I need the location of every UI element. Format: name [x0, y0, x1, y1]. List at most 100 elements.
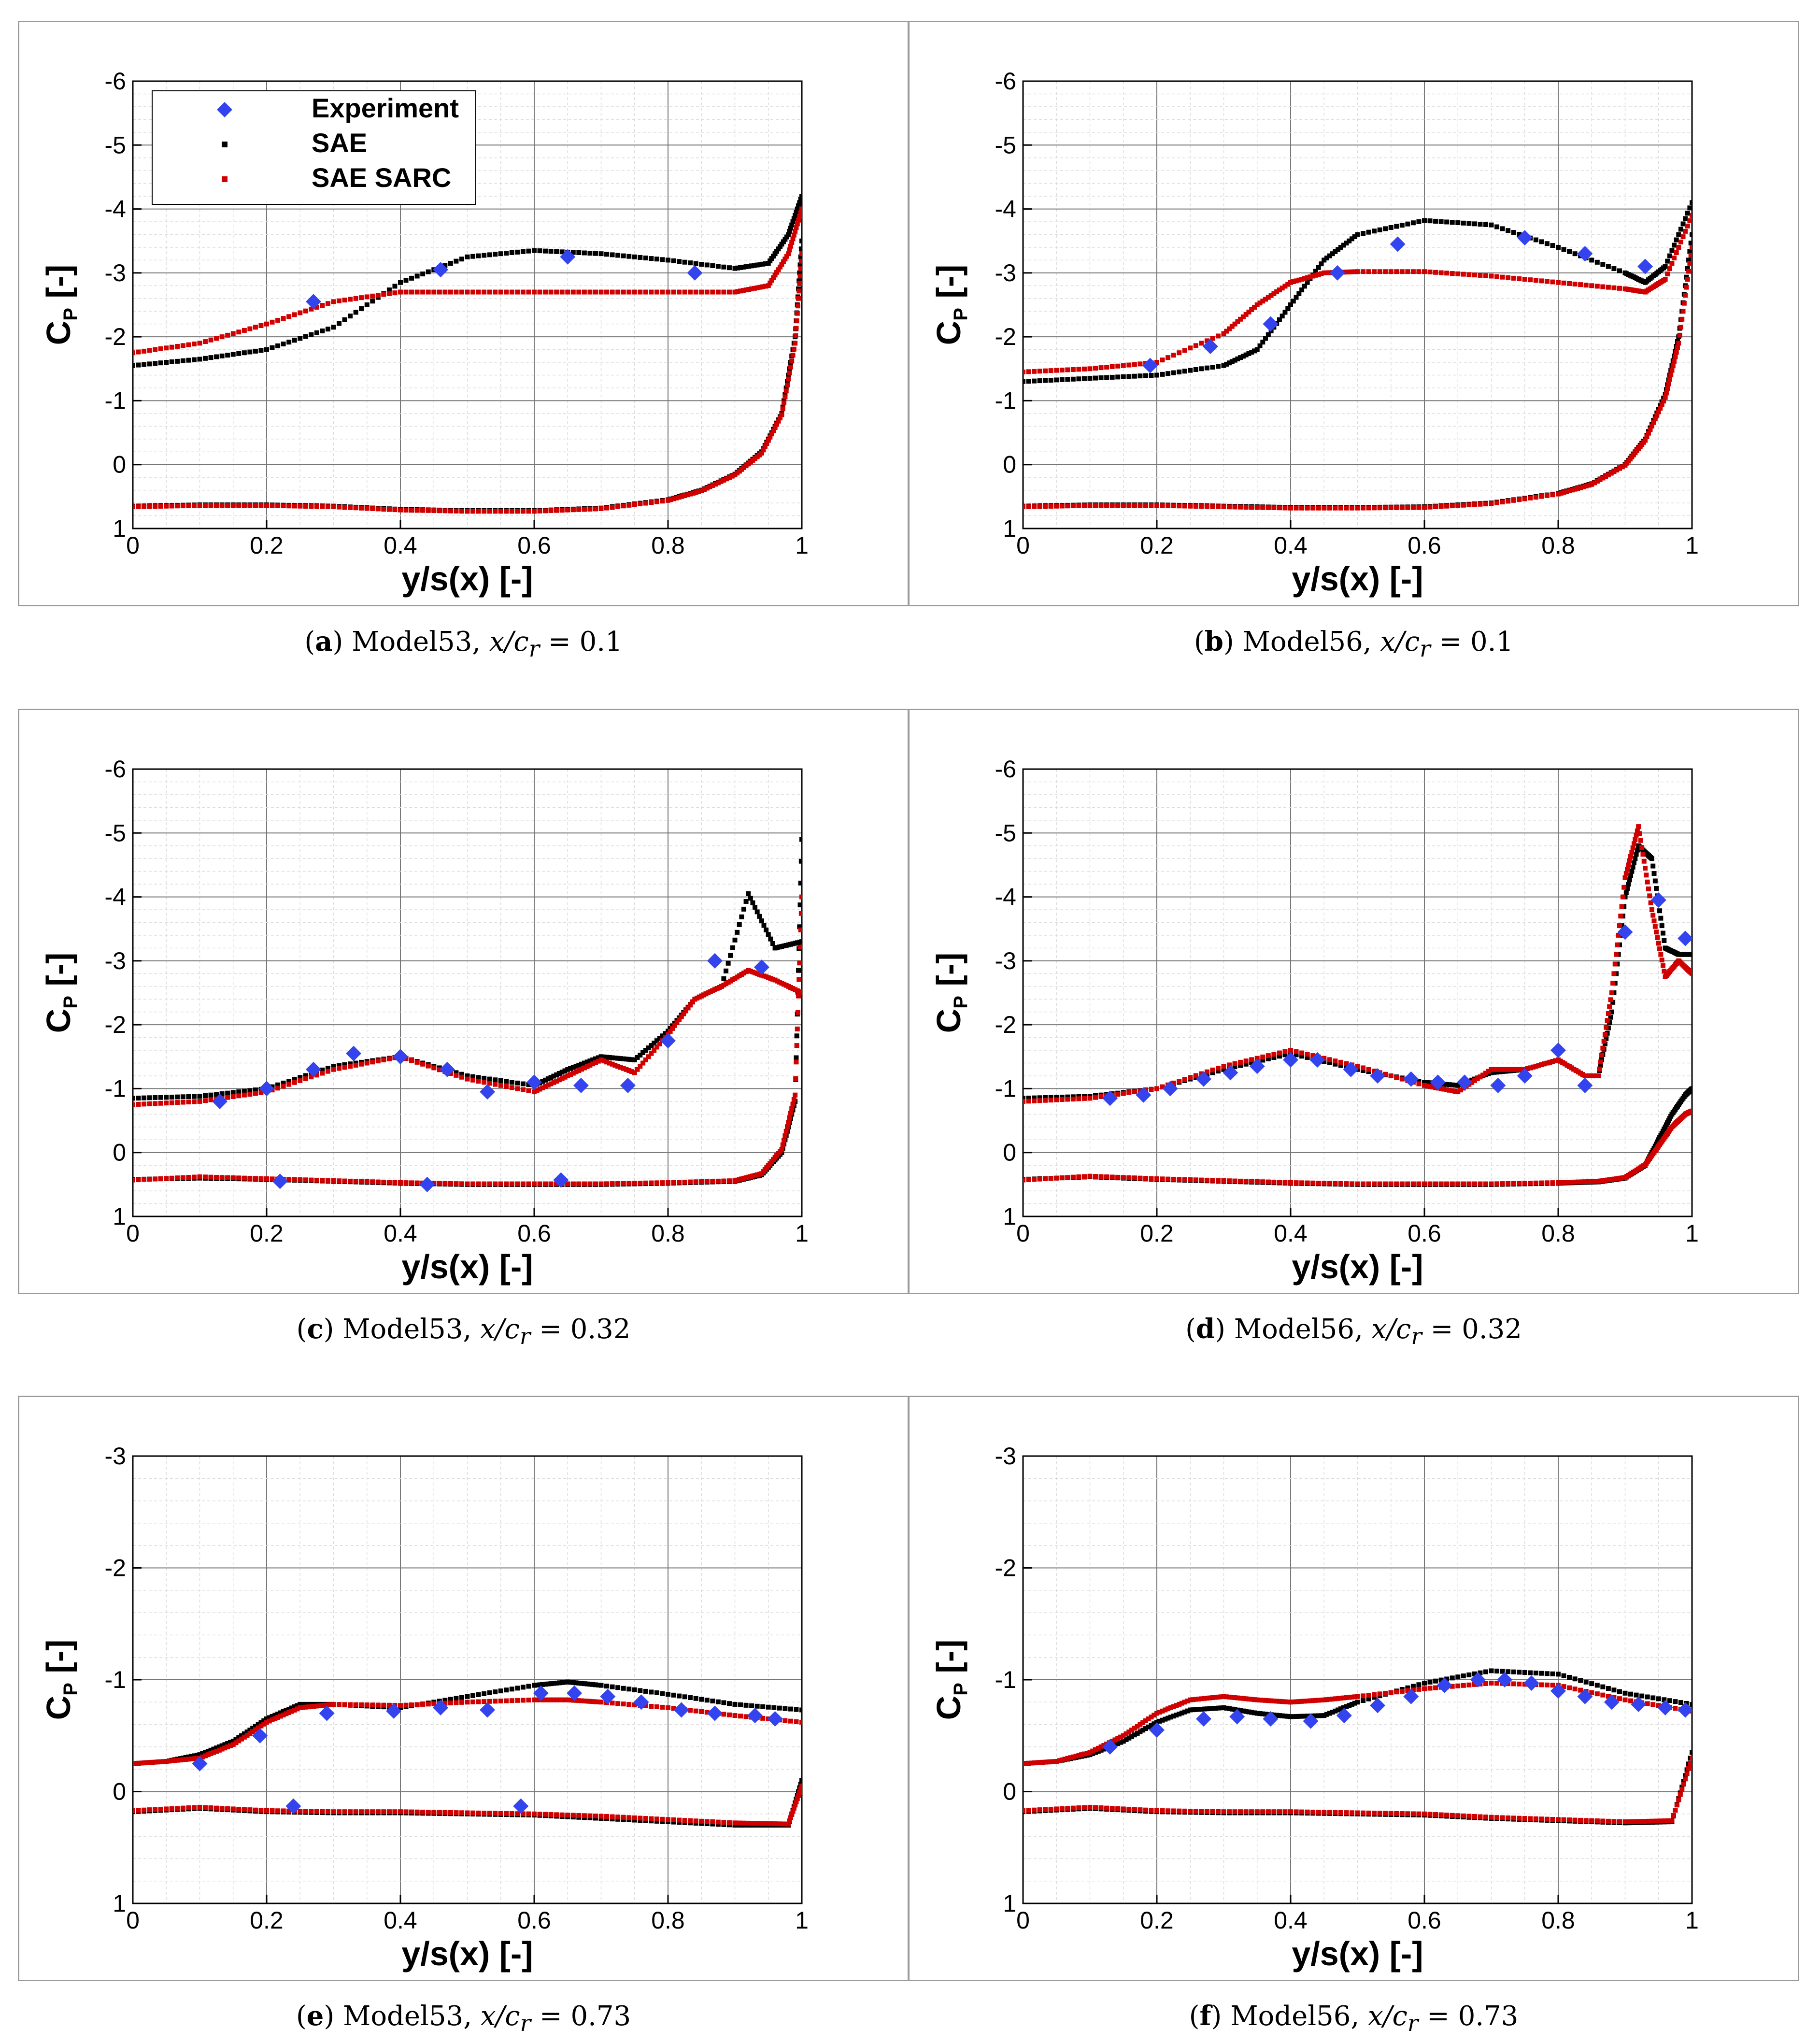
data-point	[1221, 504, 1226, 510]
data-point	[1093, 1095, 1098, 1100]
data-point	[726, 265, 732, 271]
data-point	[1336, 1696, 1341, 1701]
data-point	[414, 1180, 420, 1186]
data-point	[738, 265, 743, 270]
data-point	[1558, 490, 1564, 496]
experiment-marker	[1631, 1696, 1647, 1712]
data-point	[764, 441, 769, 446]
data-point	[306, 1701, 311, 1707]
data-point	[1685, 277, 1690, 282]
data-point	[1361, 1181, 1366, 1186]
data-point	[1268, 293, 1274, 298]
data-point	[1154, 1719, 1159, 1725]
data-point	[1081, 1805, 1087, 1810]
data-point	[1572, 1687, 1578, 1692]
data-point	[286, 1808, 292, 1814]
data-point	[1600, 1818, 1606, 1824]
data-point	[487, 1181, 492, 1186]
data-point	[1282, 505, 1288, 511]
data-point	[1246, 1696, 1251, 1701]
data-point	[682, 1694, 687, 1700]
data-point	[448, 508, 453, 514]
data-point	[459, 1072, 464, 1077]
experiment-marker	[212, 1093, 228, 1109]
data-point	[610, 1684, 615, 1689]
data-point	[1288, 1714, 1293, 1719]
data-point	[1649, 423, 1654, 429]
data-point	[306, 1704, 311, 1710]
data-point	[543, 508, 548, 514]
data-point	[298, 1809, 303, 1814]
data-point	[1416, 1181, 1422, 1186]
data-point	[493, 1689, 498, 1695]
data-point	[225, 1090, 230, 1096]
data-point	[1583, 283, 1589, 288]
data-point	[724, 968, 729, 973]
data-point	[1324, 270, 1330, 275]
data-point	[1224, 361, 1229, 367]
data-point	[409, 1809, 414, 1815]
data-point	[1327, 1057, 1332, 1062]
data-point	[1188, 1697, 1193, 1702]
data-point	[426, 508, 431, 513]
y-tick-label: 1	[1003, 1890, 1016, 1917]
data-point	[1416, 1081, 1422, 1086]
data-point	[1609, 990, 1614, 995]
data-point	[799, 1707, 802, 1713]
x-axis-label: y/s(x) [-]	[1292, 1935, 1423, 1973]
data-point	[1638, 1819, 1643, 1824]
data-point	[1522, 496, 1527, 501]
data-point	[788, 364, 793, 370]
data-point	[194, 1753, 199, 1758]
data-point	[1672, 243, 1677, 248]
experiment-marker	[1497, 1672, 1513, 1687]
data-point	[1430, 1085, 1436, 1090]
data-point	[682, 1818, 687, 1823]
data-point	[1633, 856, 1638, 861]
data-point	[746, 264, 752, 269]
data-point	[1126, 1806, 1132, 1812]
data-point	[520, 289, 526, 295]
y-tick-label: -5	[105, 819, 126, 846]
data-point	[1291, 1714, 1296, 1719]
data-point	[1450, 220, 1455, 225]
data-point	[1433, 270, 1438, 275]
data-point	[626, 1068, 632, 1073]
data-point	[1349, 269, 1354, 274]
data-point	[225, 1806, 230, 1811]
x-axis-label: y/s(x) [-]	[401, 1935, 533, 1973]
data-point	[1427, 269, 1433, 274]
data-point	[674, 1020, 680, 1025]
data-point	[133, 1102, 135, 1107]
data-point	[1656, 409, 1661, 415]
y-axis-label-sub: P	[60, 308, 81, 321]
data-point	[1355, 1694, 1360, 1699]
caption-sub: r	[520, 2011, 531, 2037]
data-point	[1093, 1805, 1098, 1810]
data-point	[325, 301, 330, 306]
data-point	[794, 326, 799, 331]
data-point	[1614, 952, 1619, 957]
series-sae-upper	[1023, 200, 1692, 384]
data-point	[1336, 1707, 1341, 1713]
data-point	[791, 1805, 796, 1811]
data-point	[737, 1820, 742, 1826]
data-point	[258, 503, 264, 508]
data-point	[331, 325, 336, 330]
data-point	[1235, 356, 1240, 361]
experiment-marker	[480, 1702, 496, 1718]
data-point	[660, 1816, 665, 1822]
data-point	[1210, 1178, 1215, 1183]
data-point	[1394, 269, 1399, 274]
data-point	[1322, 1713, 1327, 1718]
data-point	[598, 1057, 604, 1062]
data-point	[1539, 239, 1544, 244]
caption-c: (c) Model53, x/cr = 0.32	[296, 1313, 631, 1350]
data-point	[565, 1073, 570, 1078]
data-point	[1319, 1713, 1324, 1718]
y-tick-label: -1	[995, 1075, 1016, 1102]
data-point	[1594, 1818, 1600, 1824]
data-point	[1556, 1672, 1561, 1677]
data-point	[1285, 282, 1291, 287]
data-point	[1302, 1714, 1307, 1719]
